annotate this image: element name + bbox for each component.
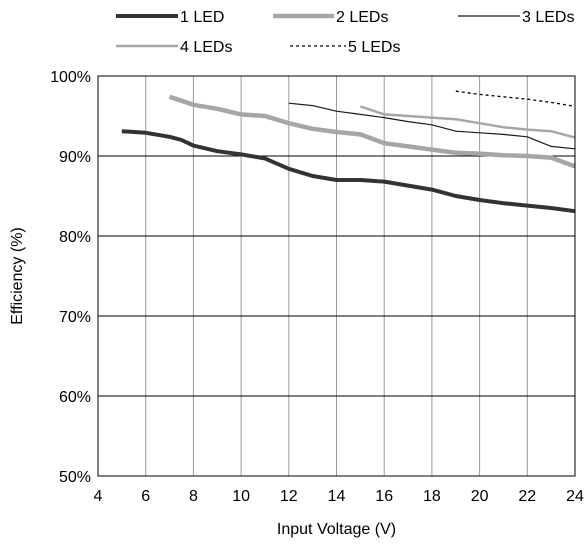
y-tick-label: 60% [59, 389, 91, 406]
legend-label: 4 LEDs [180, 39, 232, 56]
x-tick-label: 24 [566, 488, 584, 505]
series-line-3-leds [288, 102, 576, 150]
y-axis-label: Efficiency (%) [9, 227, 26, 325]
y-tick-label: 80% [59, 229, 91, 246]
legend-label: 1 LED [180, 9, 224, 26]
x-axis-label: Input Voltage (V) [277, 521, 396, 538]
y-tick-label: 100% [50, 69, 91, 86]
x-tick-label: 12 [280, 488, 298, 505]
x-tick-label: 22 [518, 488, 536, 505]
series-line-1-led [121, 129, 576, 214]
x-tick-label: 6 [141, 488, 150, 505]
legend-label: 5 LEDs [348, 39, 400, 56]
x-tick-label: 8 [189, 488, 198, 505]
series-line-4-leds [360, 105, 576, 139]
series-line-2-leds [168, 94, 576, 169]
legend-label: 3 LEDs [522, 9, 574, 26]
x-tick-label: 20 [471, 488, 489, 505]
x-tick-label: 10 [232, 488, 250, 505]
series-line-5-leds [455, 90, 576, 108]
plot-frame [97, 75, 576, 477]
ticks-layer: 4 6 8 10 12 14 16 18 20 22 24 50% 60% 70% 80% 90% 100% [50, 69, 584, 505]
y-tick-label: 70% [59, 309, 91, 326]
x-tick-label: 18 [423, 488, 441, 505]
y-tick-label: 90% [59, 149, 91, 166]
x-tick-label: 14 [328, 488, 346, 505]
legend: 1 LED 2 LEDs 3 LEDs 4 LEDs 5 LEDs [116, 9, 574, 56]
legend-label: 2 LEDs [336, 9, 388, 26]
series-layer [121, 90, 576, 214]
x-tick-label: 4 [94, 488, 103, 505]
y-tick-label: 50% [59, 469, 91, 486]
x-tick-label: 16 [375, 488, 393, 505]
